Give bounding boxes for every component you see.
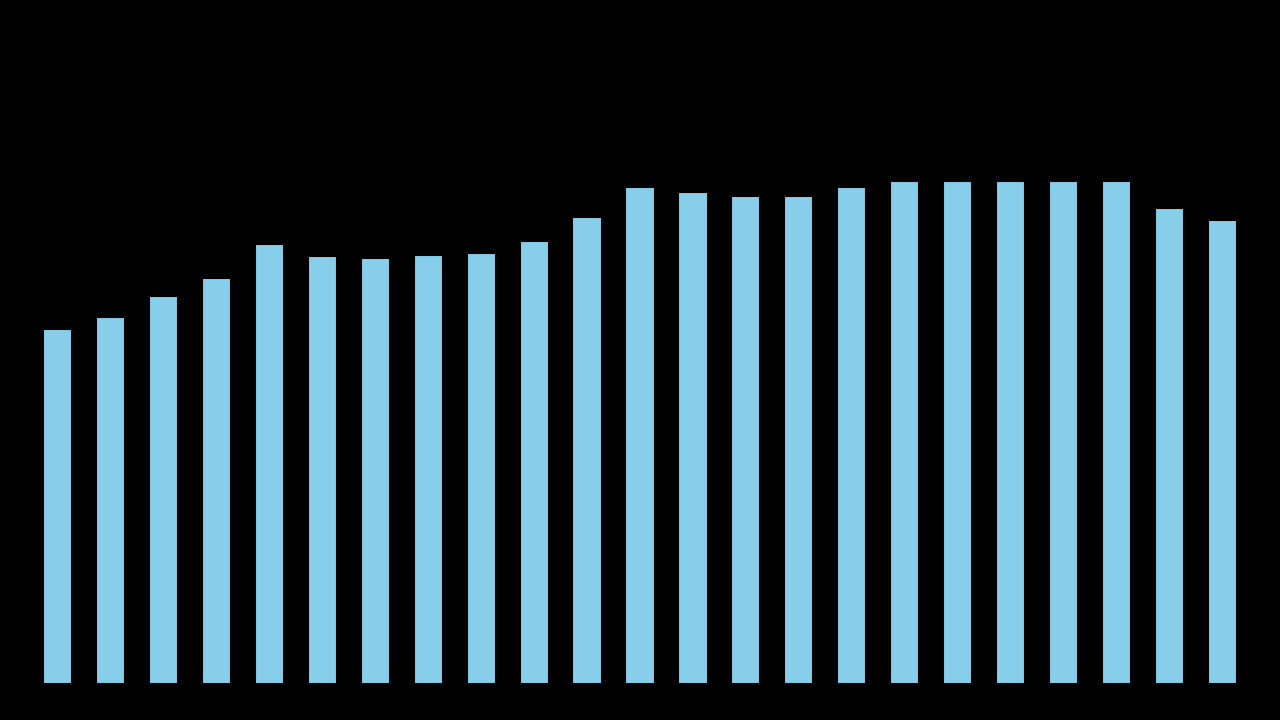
- Bar: [891, 181, 919, 684]
- Bar: [678, 192, 708, 684]
- Bar: [466, 253, 495, 684]
- Bar: [307, 256, 337, 684]
- Bar: [202, 277, 230, 684]
- Bar: [1102, 181, 1132, 684]
- Bar: [361, 258, 389, 684]
- Bar: [943, 181, 973, 684]
- Bar: [413, 255, 443, 684]
- Bar: [42, 329, 72, 684]
- Bar: [255, 244, 284, 684]
- Bar: [731, 197, 760, 684]
- Bar: [520, 241, 549, 684]
- Bar: [96, 317, 125, 684]
- Bar: [572, 217, 602, 684]
- Bar: [785, 197, 814, 684]
- Bar: [837, 187, 867, 684]
- Bar: [626, 187, 654, 684]
- Bar: [1208, 220, 1238, 684]
- Bar: [1155, 208, 1184, 684]
- Bar: [996, 181, 1025, 684]
- Bar: [148, 296, 178, 684]
- Bar: [1050, 181, 1078, 684]
